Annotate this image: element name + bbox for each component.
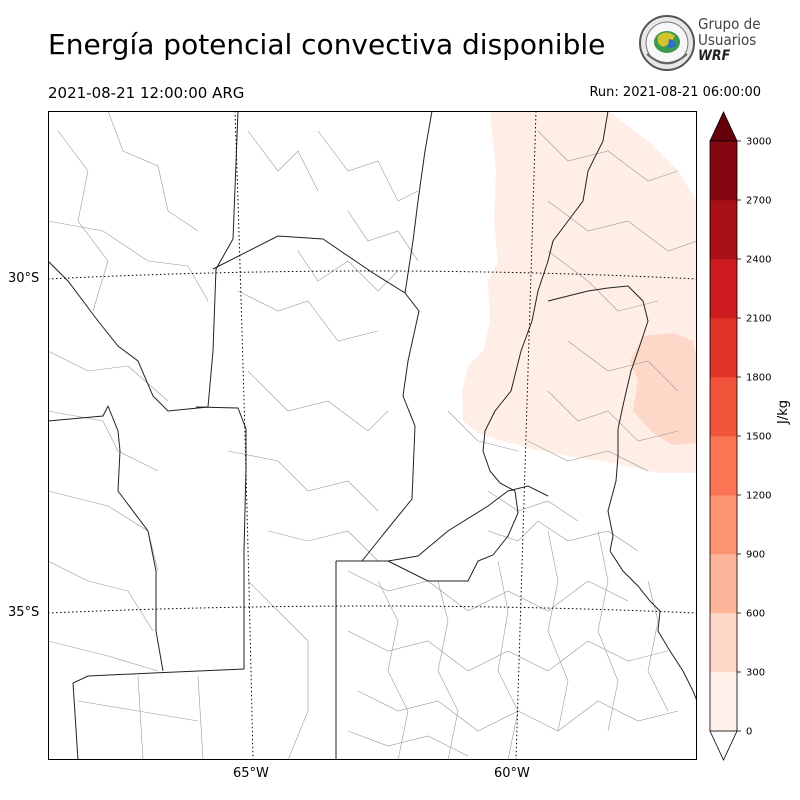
colorbar-bin: [710, 613, 737, 673]
colorbar-bin: [710, 377, 737, 437]
logo-line-3: WRF: [698, 48, 731, 64]
province-boundaries: [48, 111, 649, 760]
wrf-logo: Grupo de Usuarios WRF: [638, 14, 768, 74]
colorbar-tick-label: 300: [746, 668, 765, 679]
cape-field-mid: [630, 333, 697, 445]
globe-seal-icon: [639, 15, 695, 71]
colorbar-tick-label: 3000: [746, 137, 771, 148]
cape-map: [48, 111, 697, 760]
colorbar-bin: [710, 436, 737, 496]
colorbar-bin: [710, 200, 737, 260]
colorbar-extend-min: [709, 730, 738, 761]
colorbar-bin: [710, 554, 737, 614]
colorbar-bin: [710, 318, 737, 378]
lat-label-30s: 30°S: [8, 271, 40, 286]
colorbar-tick-label: 2700: [746, 196, 771, 207]
colorbar-tick-label: 1500: [746, 432, 771, 443]
coastline: [609, 550, 697, 702]
lon-label-65w: 65°W: [233, 766, 269, 781]
colorbar-extend-max: [709, 111, 738, 142]
department-boundaries: [48, 111, 697, 760]
lon-label-60w: 60°W: [494, 766, 530, 781]
colorbar-bin: [710, 495, 737, 555]
colorbar-bin: [710, 141, 737, 201]
graticule: [48, 111, 697, 760]
colorbar-bin: [710, 672, 737, 732]
colorbar-tick-label: 1200: [746, 491, 771, 502]
colorbar-tick-label: 2400: [746, 255, 771, 266]
logo-line-1: Grupo de: [698, 15, 761, 33]
logo-line-2: Usuarios: [698, 31, 757, 49]
map-title: Energía potencial convectiva disponible: [48, 28, 606, 61]
colorbar-tick-label: 900: [746, 550, 765, 561]
colorbar-tick-label: 0: [746, 727, 752, 738]
colorbar: 0 300 600 900 1200 1500 1800 2100 2400 2700 3000: [709, 111, 771, 761]
valid-time: 2021-08-21 12:00:00 ARG: [48, 84, 245, 102]
colorbar-unit: J/kg: [776, 400, 791, 424]
lat-label-35s: 35°S: [8, 605, 40, 620]
run-time: Run: 2021-08-21 06:00:00: [589, 85, 761, 100]
colorbar-tick-label: 2100: [746, 314, 771, 325]
colorbar-bin: [710, 259, 737, 319]
colorbar-tick-label: 600: [746, 609, 765, 620]
colorbar-tick-label: 1800: [746, 373, 771, 384]
